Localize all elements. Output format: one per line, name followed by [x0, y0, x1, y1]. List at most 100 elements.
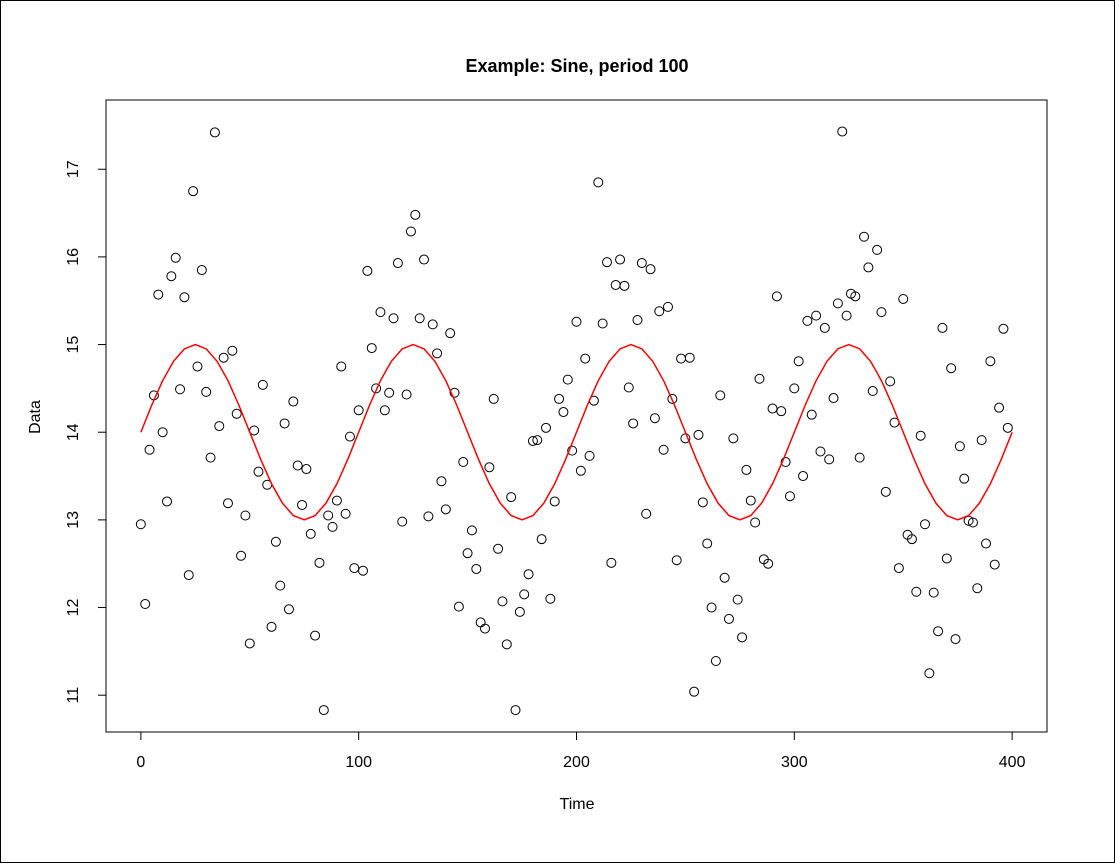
point: [723, 613, 734, 624]
point: [854, 452, 865, 463]
point: [318, 705, 329, 716]
x-tick-label: 0: [136, 754, 145, 771]
point: [732, 594, 743, 605]
point: [397, 516, 408, 527]
point: [697, 497, 708, 508]
point: [310, 630, 321, 641]
point: [933, 626, 944, 637]
point: [222, 498, 233, 509]
point: [336, 361, 347, 372]
point: [872, 244, 883, 255]
point: [706, 602, 717, 613]
point: [218, 352, 229, 363]
point: [423, 511, 434, 522]
point: [371, 383, 382, 394]
point: [279, 418, 290, 429]
y-tick-label: 15: [65, 336, 82, 354]
point: [941, 553, 952, 564]
point: [532, 435, 543, 446]
point: [140, 599, 151, 610]
point: [527, 435, 538, 446]
point: [994, 402, 1005, 413]
point: [911, 586, 922, 597]
point: [257, 379, 268, 390]
point: [436, 476, 447, 487]
point: [689, 686, 700, 697]
point: [497, 596, 508, 607]
point: [275, 580, 286, 591]
point: [384, 387, 395, 398]
point: [601, 257, 612, 268]
point: [780, 457, 791, 468]
chart-title: Example: Sine, period 100: [465, 56, 688, 76]
point: [414, 313, 425, 324]
point: [998, 323, 1009, 334]
point: [649, 413, 660, 424]
point: [519, 589, 530, 600]
point: [314, 557, 325, 568]
point: [253, 466, 264, 477]
point: [161, 496, 172, 507]
point: [867, 386, 878, 397]
point: [514, 606, 525, 617]
point: [824, 454, 835, 465]
point: [188, 186, 199, 197]
x-tick-label: 100: [345, 754, 372, 771]
point: [571, 316, 582, 327]
point: [702, 538, 713, 549]
point: [362, 265, 373, 276]
point: [715, 390, 726, 401]
point: [750, 517, 761, 528]
point: [654, 306, 665, 317]
x-tick-label: 200: [563, 754, 590, 771]
y-tick-label: 11: [65, 687, 82, 704]
point: [719, 572, 730, 583]
point: [771, 291, 782, 302]
point: [366, 343, 377, 354]
point: [297, 499, 308, 510]
y-tick-label: 14: [65, 423, 82, 441]
y-tick-label: 12: [65, 599, 82, 617]
point: [471, 563, 482, 574]
point: [410, 209, 421, 220]
point: [806, 409, 817, 420]
point: [628, 418, 639, 429]
point: [815, 446, 826, 457]
point: [636, 258, 647, 269]
point: [841, 310, 852, 321]
y-tick-label: 17: [65, 160, 82, 178]
point: [231, 408, 242, 419]
point: [453, 601, 464, 612]
point: [419, 254, 430, 265]
point: [375, 307, 386, 318]
point: [937, 322, 948, 333]
point: [506, 492, 517, 503]
point: [798, 471, 809, 482]
point: [327, 521, 338, 532]
point: [623, 382, 634, 393]
point: [946, 363, 957, 374]
point: [850, 291, 861, 302]
point: [667, 393, 678, 404]
point: [967, 517, 978, 528]
point: [763, 558, 774, 569]
point: [828, 393, 839, 404]
point: [880, 486, 891, 497]
point: [898, 293, 909, 304]
point: [859, 231, 870, 242]
x-tick-label: 300: [781, 754, 808, 771]
point: [209, 127, 220, 138]
point: [192, 361, 203, 372]
point: [575, 465, 586, 476]
point: [157, 427, 168, 438]
point: [837, 126, 848, 137]
point: [510, 705, 521, 716]
point: [244, 638, 255, 649]
point: [741, 464, 752, 475]
point: [240, 510, 251, 521]
point: [906, 534, 917, 545]
point: [144, 444, 155, 455]
point: [331, 495, 342, 506]
point: [488, 393, 499, 404]
point: [641, 508, 652, 519]
